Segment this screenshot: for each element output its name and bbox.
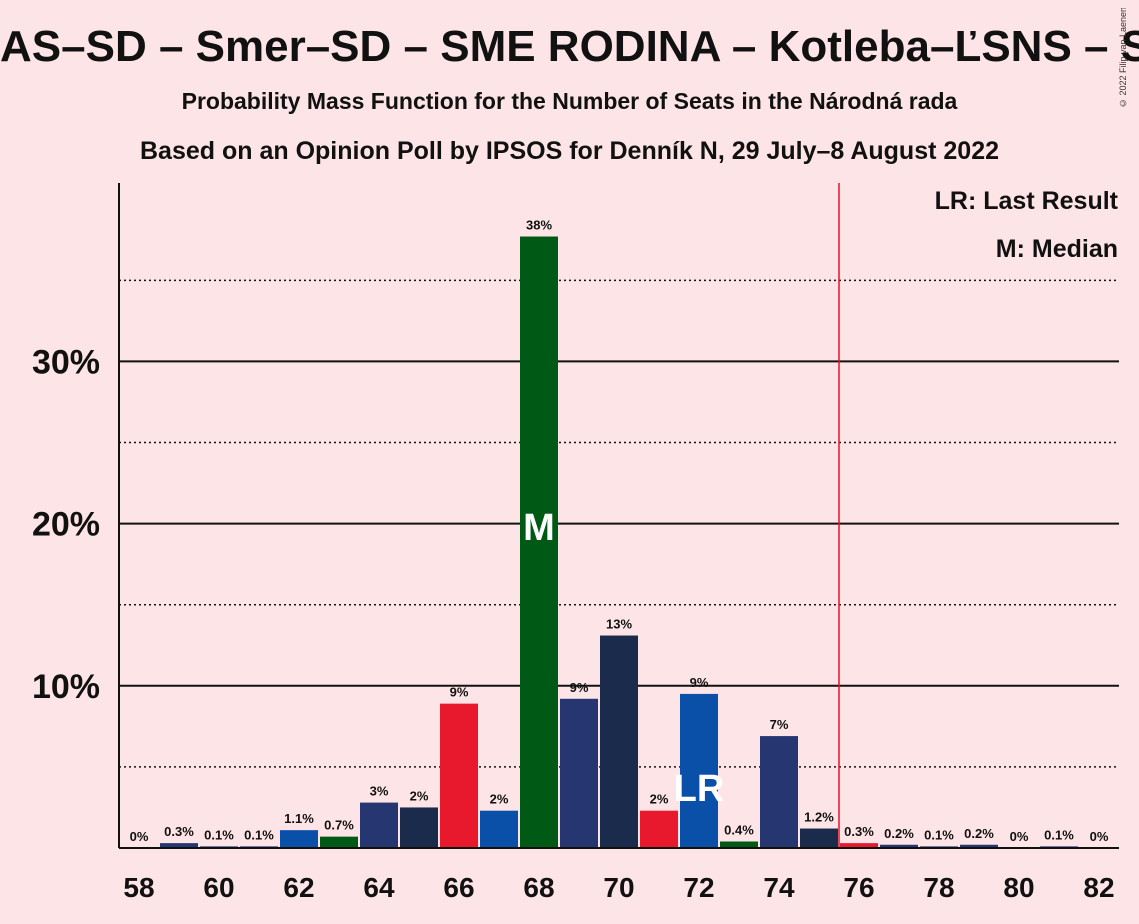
bar-seat-65 [400,807,438,848]
x-tick-label: 78 [923,872,954,903]
x-tick-label: 74 [763,872,795,903]
bars [160,236,1078,848]
gridlines [119,279,1119,768]
bar-seat-64 [360,802,398,848]
data-label: 0.4% [724,823,754,838]
median-marker: M [523,507,555,549]
data-label: 13% [606,617,632,632]
chart-source-line: Based on an Opinion Poll by IPSOS for De… [140,137,999,165]
bar-seat-75 [800,828,838,848]
bar-seat-79 [960,844,998,848]
x-tick-label: 60 [203,872,234,903]
data-label: 0.1% [924,827,954,842]
x-tick-label: 62 [283,872,314,903]
bar-seat-66 [440,703,478,848]
data-label: 0.1% [204,827,234,842]
bar-seat-76 [840,843,878,848]
bar-seat-63 [320,836,358,848]
x-tick-label: 70 [603,872,634,903]
x-tick-label: 72 [683,872,714,903]
data-label: 9% [690,675,709,690]
data-label: 2% [410,788,429,803]
x-tick-label: 58 [123,872,154,903]
legend-last-result: LR: Last Result [935,187,1119,215]
bar-seat-74 [760,736,798,848]
bar-seat-71 [640,810,678,848]
data-label: 38% [526,218,552,233]
bar-seat-68 [520,236,558,848]
data-label: 0% [1090,829,1109,844]
x-tick-label: 66 [443,872,474,903]
axes: 10% 20% 30% 58 60 62 64 66 68 70 72 74 76 78 80 82 [32,183,1119,903]
x-tick-label: 82 [1083,872,1114,903]
bar-seat-72 [680,693,718,848]
data-label: 1.1% [284,811,314,826]
bar-seat-59 [160,843,198,848]
markers: M LR [523,183,840,848]
bar-seat-62 [280,830,318,848]
data-label: 7% [770,717,789,732]
data-label: 0.3% [164,824,194,839]
x-tick-label: 80 [1003,872,1034,903]
data-label: 0.7% [324,818,354,833]
data-label: 0.2% [884,826,914,841]
data-labels: 0% 0.3% 0.1% 0.1% 1.1% 0.7% 3% 2% 9% 2% 38% 9% 13% 2%… [130,218,1109,844]
legend-median: M: Median [996,235,1118,263]
bar-seat-67 [480,810,518,848]
bar-seat-70 [600,635,638,848]
y-tick-label: 30% [32,343,100,381]
y-tick-label: 20% [32,506,100,544]
x-tick-label: 64 [363,872,395,903]
y-tick-label: 10% [32,668,100,706]
data-label: 0.1% [1044,827,1074,842]
last-result-marker: LR [674,768,725,810]
data-label: 1.2% [804,810,834,825]
bar-seat-77 [880,844,918,848]
chart-title: AS–SD – Smer–SD – SME RODINA – Kotleba–Ľ… [0,22,1139,71]
data-label: 9% [570,680,589,695]
x-tick-label: 68 [523,872,554,903]
data-label: 0.2% [964,826,994,841]
bar-seat-69 [560,698,598,848]
data-label: 0% [1010,829,1029,844]
chart-subtitle: Probability Mass Function for the Number… [181,88,958,114]
bar-seat-73 [720,841,758,848]
data-label: 2% [490,792,509,807]
data-label: 0.1% [244,827,274,842]
data-label: 0.3% [844,824,874,839]
data-label: 3% [370,784,389,799]
data-label: 0% [130,829,149,844]
data-label: 2% [650,792,669,807]
x-tick-label: 76 [843,872,874,903]
data-label: 9% [450,685,469,700]
